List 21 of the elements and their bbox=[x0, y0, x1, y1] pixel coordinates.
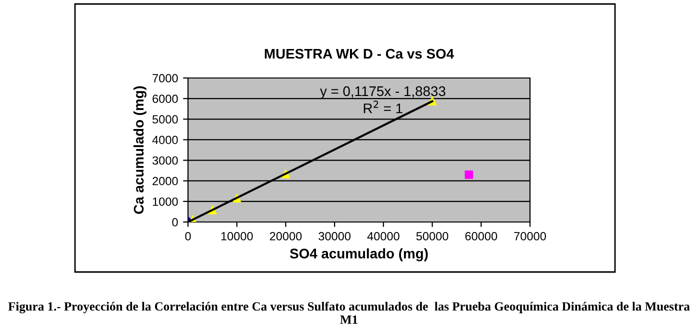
x-tick-label: 60000 bbox=[465, 232, 498, 240]
x-tick-label: 40000 bbox=[367, 232, 400, 240]
y-tick-label: 5000 bbox=[152, 115, 178, 124]
y-tick-label: 3000 bbox=[152, 156, 178, 165]
x-tick-label: 0 bbox=[185, 232, 191, 240]
x-tick-label: 50000 bbox=[416, 232, 448, 240]
x-tick-label: 70000 bbox=[514, 232, 546, 240]
y-tick-label: 7000 bbox=[152, 74, 178, 82]
annotation: R$^{2}$ = 1 bbox=[364, 100, 402, 114]
y-tick-label: 2000 bbox=[152, 176, 178, 186]
y-tick-label: 1000 bbox=[152, 197, 178, 206]
x-axis-title: SO4 acumulado (mg) bbox=[290, 248, 428, 262]
text: Figura 1.- Proyección de la Correlación entre Ca versus Sulfato acumulados de las Prueba Geoquímica Dinámica de la Muestra M1 bbox=[8, 302, 690, 324]
y-tick-label: 6000 bbox=[152, 94, 178, 103]
y-tick-label: 0 bbox=[172, 218, 178, 226]
x-tick-label: 20000 bbox=[270, 232, 302, 240]
chart-title: MUESTRA WK D - Ca vs SO4 bbox=[264, 48, 454, 59]
y-axis-title: Ca acumulado (mg) bbox=[133, 86, 146, 214]
x-tick-label: 10000 bbox=[221, 232, 253, 240]
x-tick-label: 30000 bbox=[318, 232, 351, 240]
y-tick-label: 4000 bbox=[152, 136, 178, 144]
